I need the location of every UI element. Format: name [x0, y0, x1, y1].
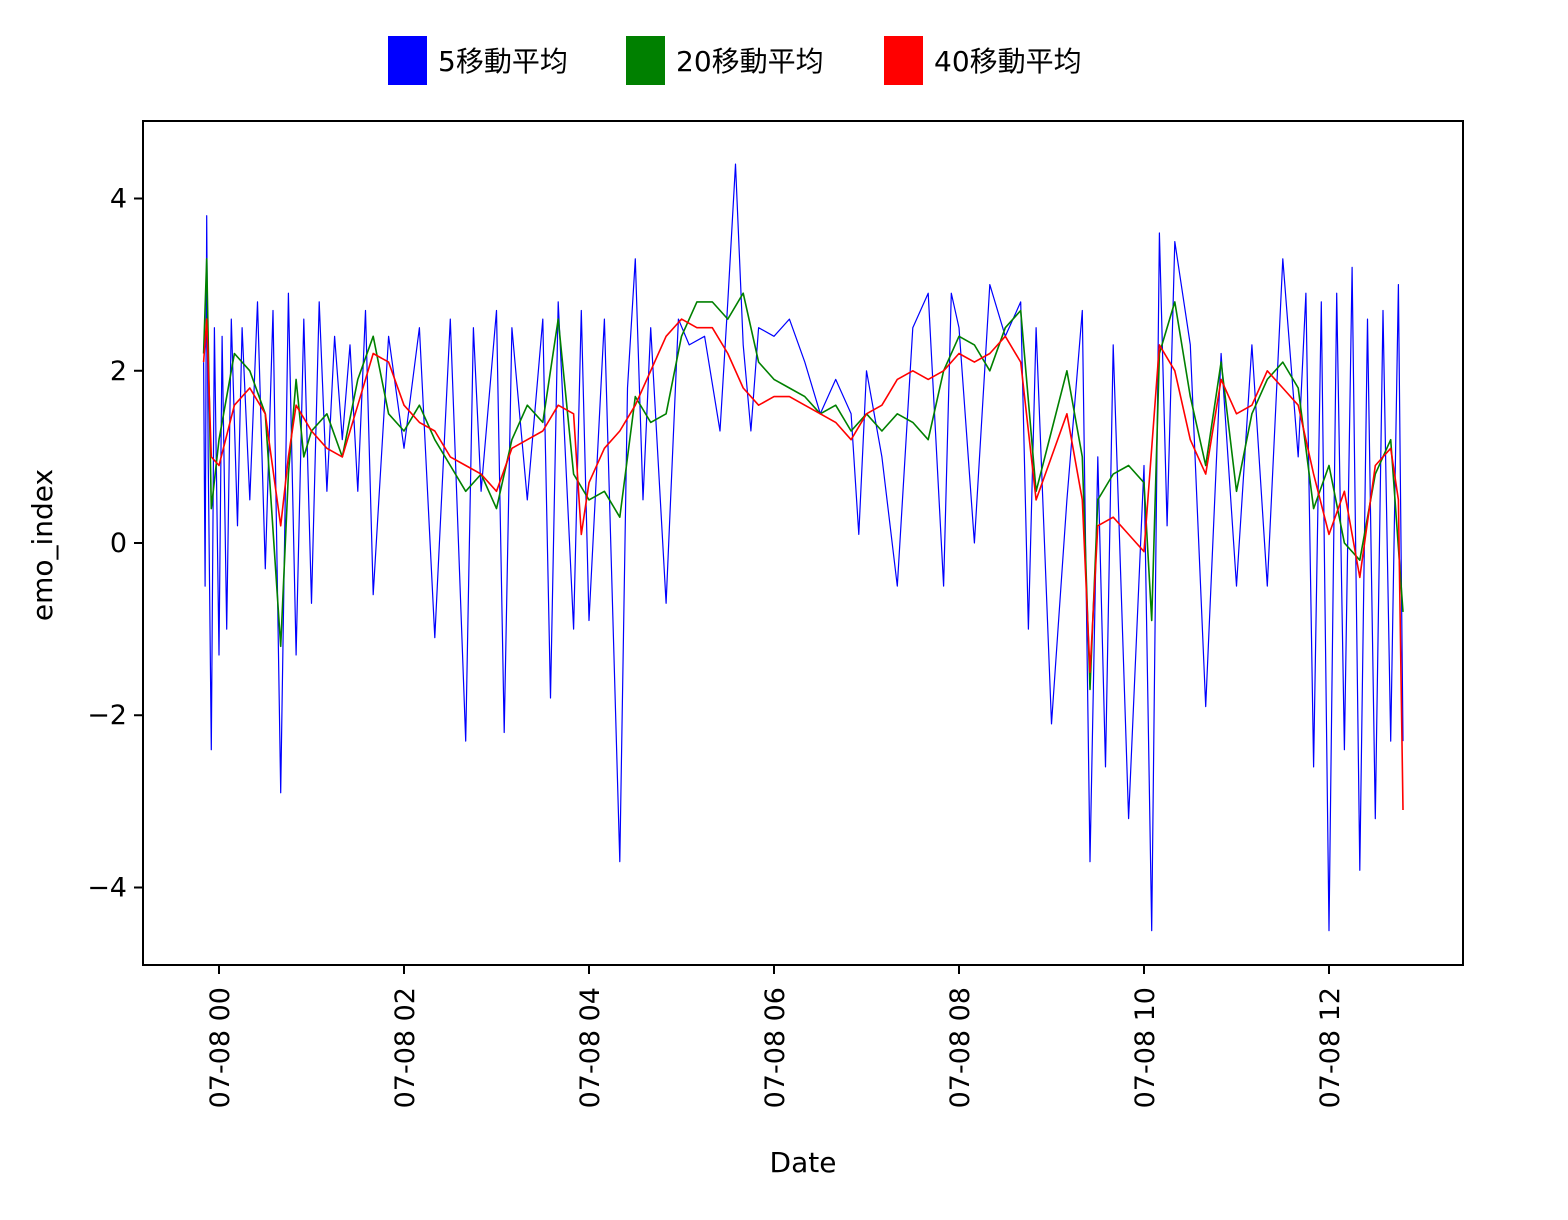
legend-label: 40移動平均: [934, 45, 1082, 78]
plot-area: [142, 120, 1464, 966]
legend-label: 5移動平均: [438, 45, 568, 78]
y-tick-label: 0: [110, 528, 127, 559]
x-axis: 07-08 00 07-08 02 07-08 04 07-08 06 07-08 08…: [205, 965, 1346, 1108]
legend-item-2: 20移動平均: [626, 36, 824, 85]
x-tick-label: 07-08 10: [1130, 987, 1161, 1108]
series-line-2: [202, 257, 1404, 691]
y-axis: 4 2 0 −2 −4: [87, 184, 143, 903]
legend-swatch: [884, 36, 923, 85]
y-axis-title: emo_index: [26, 469, 59, 621]
legend-swatch: [626, 36, 665, 85]
legend-item-1: 5移動平均: [388, 36, 568, 85]
series-line-1: [203, 163, 1404, 932]
x-tick-label: 07-08 08: [945, 987, 976, 1108]
x-tick-label: 07-08 06: [760, 987, 791, 1108]
legend-item-3: 40移動平均: [884, 36, 1082, 85]
x-tick-label: 07-08 02: [390, 987, 421, 1108]
series-line-3: [202, 318, 1404, 811]
legend-label: 20移動平均: [676, 45, 824, 78]
y-tick-label: 4: [110, 184, 127, 215]
series-layer: [202, 163, 1404, 932]
y-tick-label: −4: [87, 872, 127, 903]
x-tick-label: 07-08 12: [1315, 987, 1346, 1108]
x-tick-label: 07-08 00: [205, 987, 236, 1108]
legend: 5移動平均 20移動平均 40移動平均: [388, 36, 1082, 85]
legend-swatch: [388, 36, 427, 85]
y-tick-label: −2: [87, 700, 127, 731]
x-axis-title: Date: [770, 1146, 837, 1179]
y-tick-label: 2: [110, 356, 127, 387]
x-tick-label: 07-08 04: [575, 987, 606, 1108]
